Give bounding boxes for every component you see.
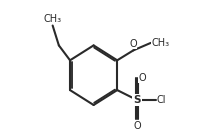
Text: CH₃: CH₃ — [151, 38, 169, 48]
Text: O: O — [133, 121, 141, 131]
Text: S: S — [133, 95, 141, 105]
Text: O: O — [130, 39, 137, 49]
Text: Cl: Cl — [157, 95, 166, 105]
Text: CH₃: CH₃ — [44, 14, 62, 24]
Text: O: O — [138, 73, 146, 83]
